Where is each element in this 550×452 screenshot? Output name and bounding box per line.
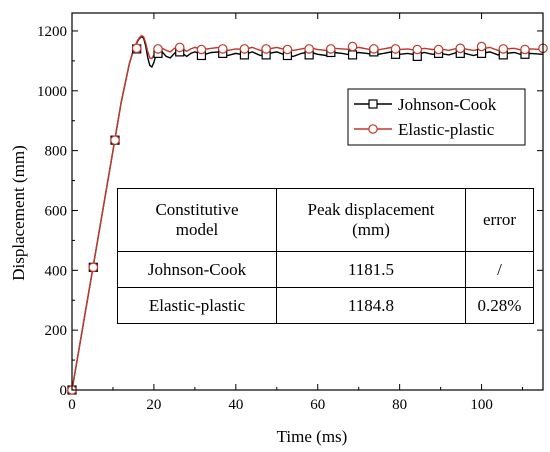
table-header-row: Constitutive model Peak displacement (mm… [117,188,534,252]
x-tick-label: 60 [310,397,325,413]
data-point [282,44,293,55]
data-point [455,43,466,54]
cell-peak: 1184.8 [276,287,466,324]
y-tick-label: 0 [60,383,68,399]
cell-model: Johnson-Cook [117,251,277,288]
y-tick-label: 200 [45,323,68,339]
data-point [326,44,336,54]
data-point [304,44,314,54]
header-model-line1: Constitutive [155,200,239,219]
y-tick-label: 600 [45,203,68,219]
data-point [174,42,185,53]
data-point [476,41,487,52]
legend-label: Elastic-plastic [398,120,495,139]
data-point [196,44,207,55]
legend-label: Johnson-Cook [398,95,497,114]
data-point [433,44,444,55]
y-tick-label: 1200 [37,24,67,40]
data-point [347,50,358,60]
data-point [131,43,142,54]
cell-peak: 1181.5 [276,251,466,288]
header-cell-error: error [465,188,534,252]
cell-error: 0.28% [465,287,534,324]
y-axis-title: Displacement (mm) [9,145,28,281]
header-cell-model: Constitutive model [117,188,277,252]
plot-frame [71,12,544,391]
header-cell-peak: Peak displacement (mm) [276,188,466,252]
data-point [412,44,423,55]
x-tick-label: 80 [392,397,407,413]
data-point [498,44,509,54]
y-tick-label: 800 [45,144,68,160]
data-point [390,44,401,54]
legend: Johnson-Cook Elastic-plastic [347,88,526,146]
header-peak-line1: Peak displacement [307,200,435,219]
table-row: Johnson-Cook 1181.5 / [117,251,534,288]
x-axis-title: Time (ms) [277,427,348,446]
x-tick-label: 20 [146,397,161,413]
x-tick-label: 40 [228,397,243,413]
cell-error: / [465,251,534,288]
data-point [110,135,120,145]
data-point [153,44,163,54]
x-tick-label: 100 [470,397,493,413]
y-tick-label: 1000 [37,84,67,100]
data-point [369,44,379,54]
data-point [88,262,99,273]
legend-marker [368,99,378,109]
results-table: Constitutive model Peak displacement (mm… [117,188,534,324]
data-point [520,44,530,55]
cell-model: Elastic-plastic [117,287,277,324]
header-model-line2: model [175,220,219,239]
legend-marker [368,124,378,134]
y-tick-label: 400 [45,263,68,279]
data-point [217,44,228,54]
table-row: Elastic-plastic 1184.8 0.28% [117,287,534,324]
legend-box [347,88,526,146]
data-point [347,41,358,52]
x-tick-label: 0 [68,397,76,413]
data-point [239,44,250,54]
data-point [261,44,271,54]
header-peak-line2: (mm) [352,220,390,239]
